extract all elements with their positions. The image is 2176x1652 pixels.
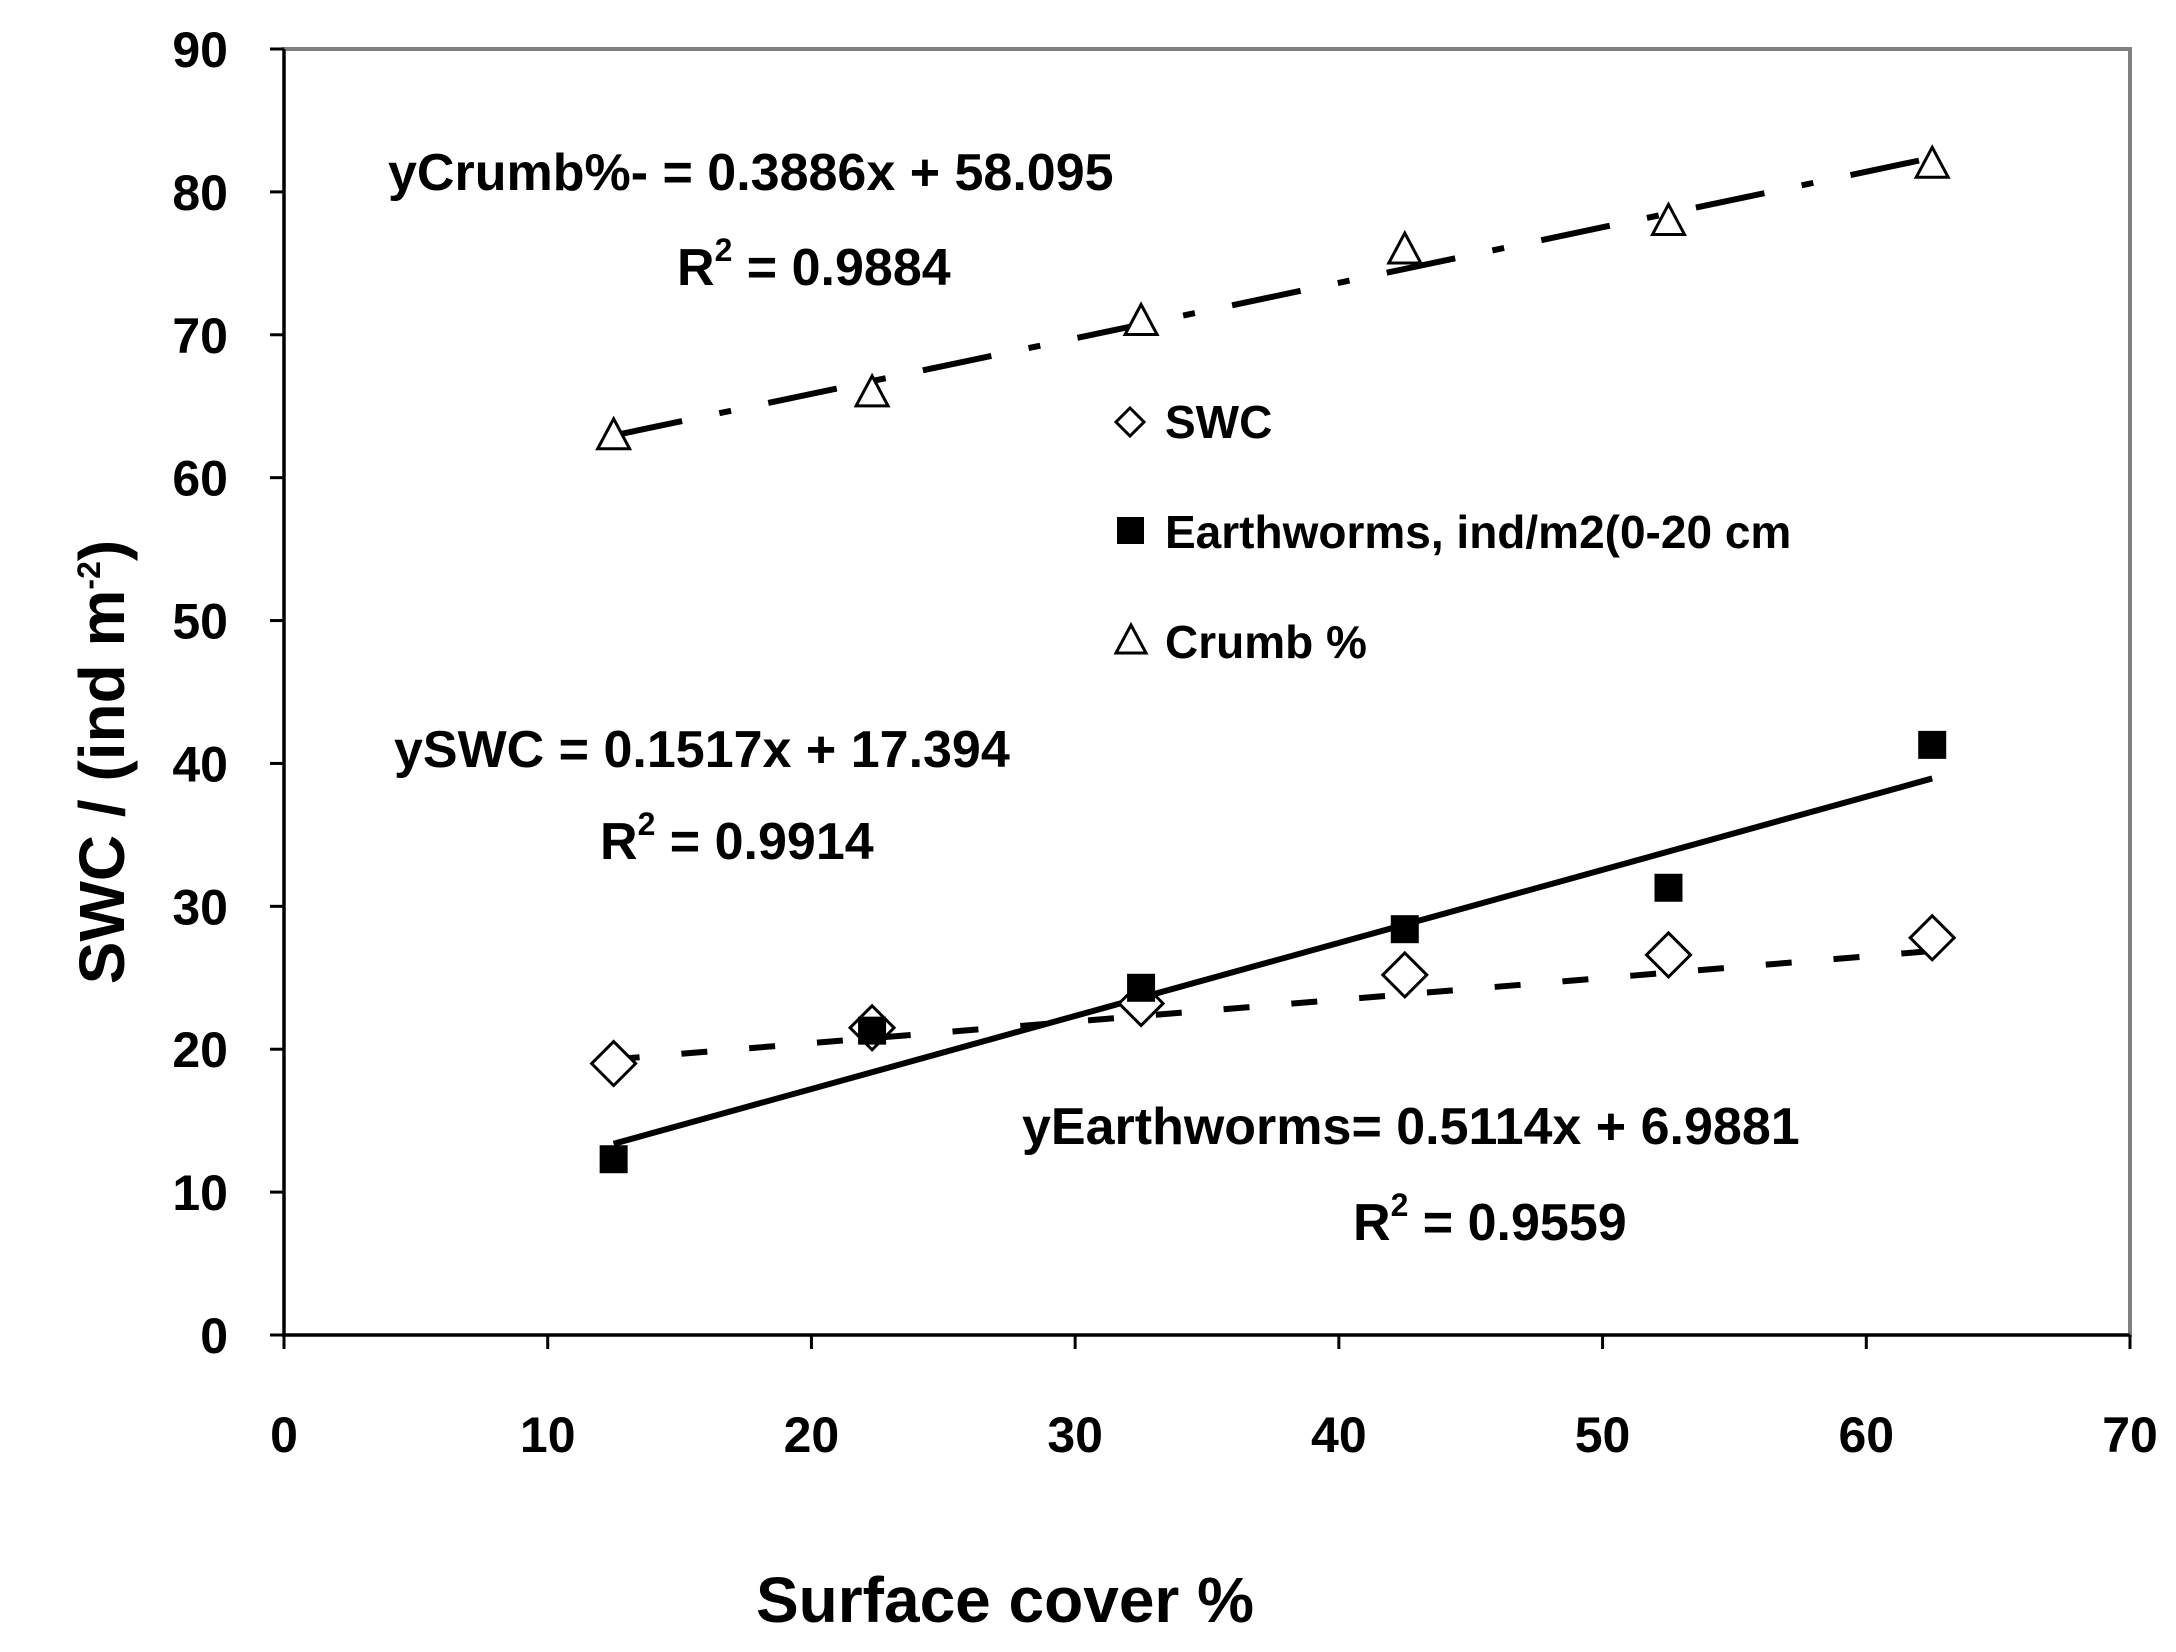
y-tick-label: 60: [172, 451, 228, 507]
data-point-series-2: [1122, 301, 1160, 336]
data-point-series-1: [858, 1016, 887, 1045]
y-axis-title: SWC / (ind m-2): [66, 540, 138, 984]
data-point-series-0: [1644, 930, 1693, 980]
x-tick-label: 0: [270, 1407, 298, 1463]
data-point-series-1: [1390, 915, 1419, 944]
data-point-series-0: [1908, 913, 1957, 962]
data-point-series-2: [1386, 229, 1424, 265]
trend-line-2: [613, 154, 1933, 439]
y-tick-label: 50: [172, 594, 228, 650]
annotation-swc-r2: R2 = 0.9914: [600, 806, 874, 871]
x-tick-label: 40: [1311, 1407, 1367, 1463]
data-point-series-0: [1380, 950, 1429, 1000]
data-point-series-1: [1127, 973, 1156, 1002]
legend-item-swc: SWC: [1113, 396, 1272, 448]
x-tick-label: 70: [2102, 1407, 2158, 1463]
x-tick-label: 30: [1047, 1407, 1103, 1463]
y-axis-title-sup: -2: [71, 561, 107, 589]
legend-label-crumb: Crumb %: [1165, 616, 1367, 668]
y-axis-title-main: SWC / (ind m: [66, 590, 138, 985]
annotation-crumb-equation: yCrumb%- = 0.3886x + 58.095: [388, 144, 1114, 202]
y-tick-label: 80: [172, 165, 228, 221]
y-tick-label: 90: [172, 22, 228, 78]
trend-line-1: [612, 775, 1934, 1147]
x-tick-label: 20: [784, 1407, 840, 1463]
data-point-series-1: [1654, 873, 1683, 902]
data-point-series-2: [1650, 201, 1687, 236]
trend-lines: [612, 154, 1934, 1147]
y-tick-label: 10: [172, 1165, 228, 1221]
annotation-crumb: yCrumb%- = 0.3886x + 58.095 R2 = 0.9884: [388, 144, 1114, 297]
y-tick-label: 20: [172, 1022, 228, 1078]
plot-area: [282, 47, 2132, 1337]
y-tick-label: 30: [172, 879, 228, 935]
markers: [589, 144, 1957, 1174]
y-tick-label: 0: [200, 1308, 228, 1364]
data-point-series-2: [1913, 144, 1951, 179]
legend-item-earthworms: Earthworms, ind/m2(0-20 cm: [1117, 506, 1791, 558]
legend: SWC Earthworms, ind/m2(0-20 cm Crumb %: [1113, 396, 1791, 668]
data-point-series-1: [1918, 730, 1947, 759]
y-tick-label: 40: [172, 736, 228, 792]
x-ticks: 0 10 20 30 40 50 60 70: [270, 1335, 2158, 1463]
x-axis-title: Surface cover %: [756, 1564, 1254, 1636]
legend-marker-triangle: [1113, 621, 1149, 655]
data-point-series-0: [589, 1039, 638, 1088]
x-tick-label: 50: [1575, 1407, 1631, 1463]
annotation-swc-equation: ySWC = 0.1517x + 17.394: [394, 721, 1010, 779]
annotation-swc: ySWC = 0.1517x + 17.394 R2 = 0.9914: [394, 721, 1010, 871]
data-point-series-2: [853, 372, 891, 408]
annotation-crumb-r2: R2 = 0.9884: [677, 232, 951, 297]
annotation-earthworms: yEarthworms= 0.5114x + 6.9881 R2 = 0.955…: [1022, 1098, 1800, 1252]
annotation-earthworms-r2: R2 = 0.9559: [1353, 1187, 1627, 1252]
y-axis-title-end: ): [66, 540, 138, 561]
x-tick-label: 60: [1838, 1407, 1894, 1463]
y-ticks: 0 10 20 30 40 50 60 70 80 90: [172, 22, 284, 1364]
legend-label-earthworms: Earthworms, ind/m2(0-20 cm: [1165, 506, 1791, 558]
legend-marker-square: [1117, 517, 1144, 544]
data-point-series-2: [595, 415, 633, 451]
x-tick-label: 10: [520, 1407, 576, 1463]
trend-line-0: [613, 947, 1933, 1063]
legend-label-swc: SWC: [1165, 396, 1272, 448]
annotation-earthworms-equation: yEarthworms= 0.5114x + 6.9881: [1022, 1098, 1800, 1156]
data-point-series-1: [599, 1145, 628, 1174]
y-tick-label: 70: [172, 308, 228, 364]
legend-item-crumb: Crumb %: [1113, 616, 1367, 668]
legend-marker-diamond: [1113, 405, 1147, 439]
